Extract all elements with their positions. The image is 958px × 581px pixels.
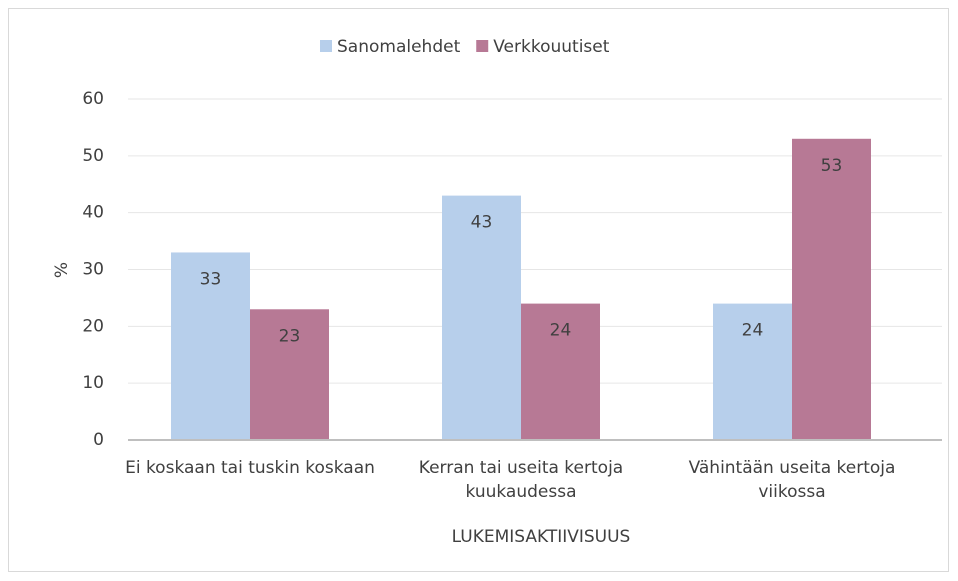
data-label: 53 <box>821 156 843 176</box>
y-tick-label: 50 <box>82 146 104 166</box>
bar <box>713 303 792 440</box>
data-label: 23 <box>279 326 301 346</box>
legend-swatch <box>476 40 489 52</box>
y-tick-label: 40 <box>82 203 104 223</box>
x-tick-label: Vähintään useita kertoja viikossa <box>688 458 896 502</box>
y-tick-label: 20 <box>82 316 104 336</box>
y-tick-label: 60 <box>82 89 104 109</box>
data-label: 43 <box>471 213 493 233</box>
y-tick-label: 10 <box>82 373 104 393</box>
bar <box>171 252 250 440</box>
x-tick-label: Ei koskaan tai tuskin koskaan <box>125 458 375 478</box>
bar <box>442 195 521 440</box>
x-axis-title: LUKEMISAKTIIVISUUS <box>452 527 631 547</box>
legend-label: Verkkouutiset <box>493 37 609 57</box>
data-label: 24 <box>742 321 764 341</box>
data-label: 24 <box>550 321 572 341</box>
bar <box>792 138 871 441</box>
x-tick-label: Kerran tai useita kertoja kuukaudessa <box>418 458 624 502</box>
bar <box>521 303 600 440</box>
y-tick-label: 0 <box>93 430 104 450</box>
legend-swatch <box>320 40 332 52</box>
y-tick-label: 30 <box>82 260 104 280</box>
bar <box>250 309 329 440</box>
frame-border <box>8 8 949 572</box>
data-label: 33 <box>200 269 222 289</box>
y-axis-title: % <box>52 262 72 278</box>
legend-label: Sanomalehdet <box>337 37 461 57</box>
